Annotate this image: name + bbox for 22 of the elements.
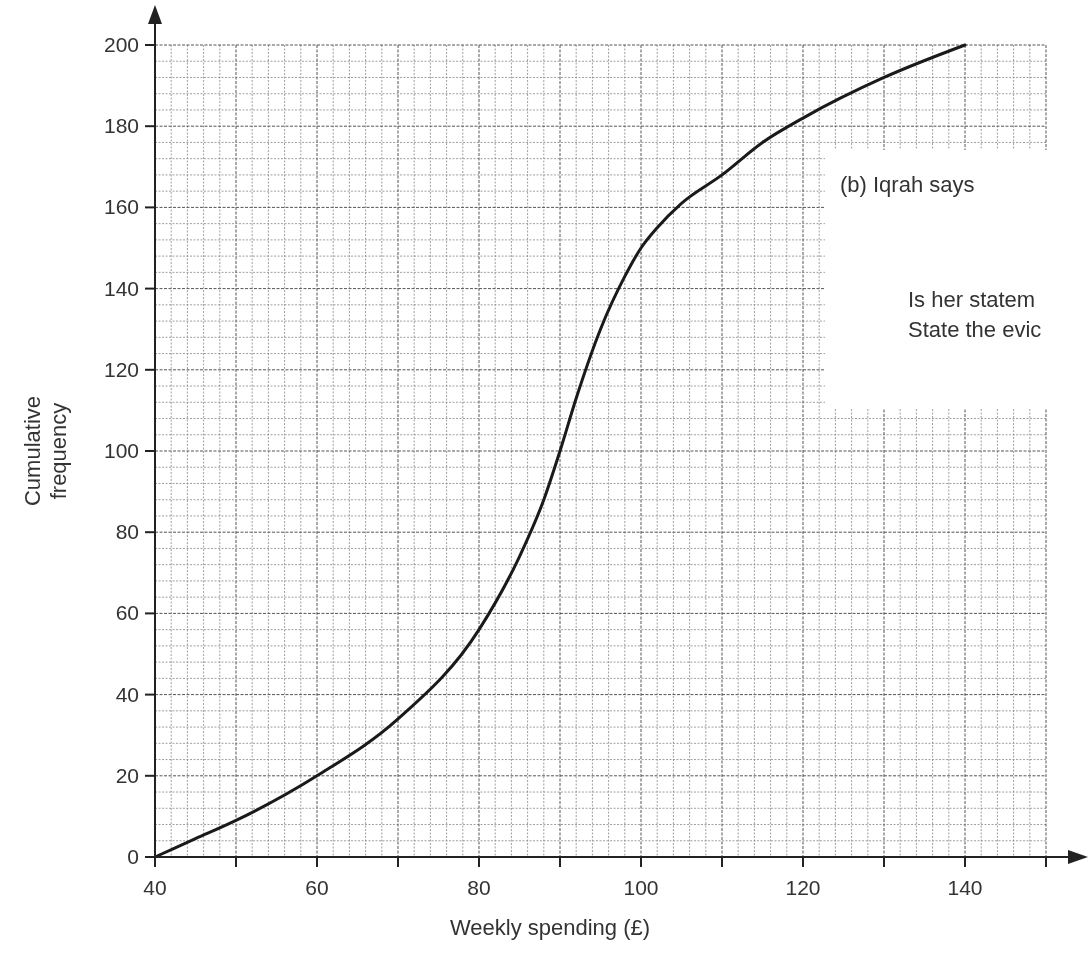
y-tick-label: 60 [115, 601, 139, 625]
x-tick-label: 100 [623, 876, 659, 899]
annotation: Is her statem [908, 287, 1036, 312]
x-tick-label: 140 [947, 876, 983, 899]
y-tick-label: 40 [115, 682, 139, 706]
x-tick-label: 120 [785, 876, 821, 899]
annotation: (b) Iqrah says [840, 172, 975, 197]
y-tick-label: 160 [103, 195, 139, 219]
x-tick-label: 40 [143, 876, 167, 899]
x-tick-label: 60 [305, 876, 329, 899]
y-tick-label: 120 [103, 357, 139, 381]
y-tick-label: 180 [103, 114, 139, 138]
y-axis-title: Cumulative frequency [20, 395, 71, 507]
y-tick-label: 20 [115, 763, 139, 787]
y-tick-label: 100 [103, 439, 139, 462]
x-axis-title: Weekly spending (£) [449, 915, 651, 940]
y-tick-label: 80 [115, 520, 139, 544]
annotation: State the evic [908, 317, 1042, 342]
y-tick-label: 140 [103, 276, 139, 300]
y-tick-label: 0 [127, 845, 139, 868]
x-tick-label: 80 [467, 876, 491, 899]
y-tick-label: 200 [103, 33, 139, 56]
